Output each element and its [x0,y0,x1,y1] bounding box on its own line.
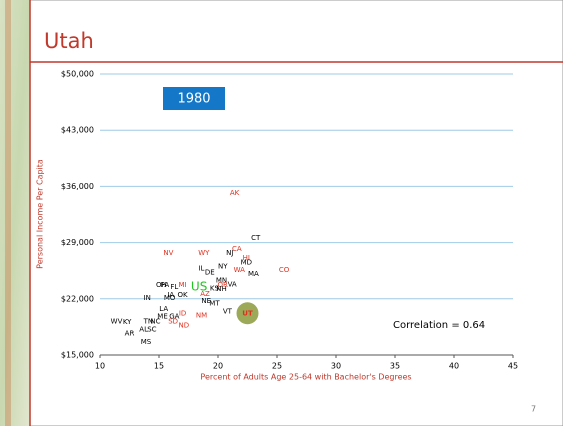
state-point: NE [201,297,211,305]
x-tick-label: 40 [449,362,459,371]
state-point: NM [196,312,207,320]
state-point: MA [248,270,259,278]
state-point: AK [230,189,240,197]
state-point: MN [216,276,227,284]
x-tick-label: 20 [213,362,223,371]
state-point: MI [179,281,187,289]
state-point: MD [241,259,252,267]
x-axis-label: Percent of Adults Age 25-64 with Bachelo… [200,373,411,382]
plot: $15,000 $22,000 $29,000 $36,000 $43,000 $50,0… [61,70,518,371]
state-point: HI [243,254,250,262]
highlight-circle [236,302,259,325]
state-point: GA [169,312,179,320]
state-point: AZ [200,290,210,298]
state-point: SD [168,317,178,325]
state-point: WV [111,317,123,325]
y-tick-label: $43,000 [61,126,94,135]
state-point: US [191,279,207,293]
x-tick-label: 35 [390,362,400,371]
year-label: 1980 [177,92,210,107]
y-tick-label: $15,000 [61,351,94,360]
state-point: OH [156,281,167,289]
slide-title: Utah [44,29,94,53]
state-point: ID [179,309,186,317]
state-point: ME [157,312,167,320]
state-point: PA [161,281,170,289]
state-point: SC [147,325,156,333]
state-point: OK [178,291,189,299]
state-point: IA [167,291,174,299]
state-point: DE [205,268,215,276]
state-point: ND [178,321,189,329]
y-tick-label: $50,000 [61,70,94,79]
x-tick-label: 30 [331,362,341,371]
x-tick-label: 15 [154,362,164,371]
state-point: FL [170,283,178,291]
state-point: KY [123,318,132,326]
map-strip [0,0,30,426]
state-point: VT [223,308,233,316]
state-point: CO [279,266,290,274]
state-point: AR [125,329,135,337]
map-strip-edge [5,0,11,426]
state-point: UT [242,309,253,317]
state-point: NJ [226,249,233,257]
state-point: WA [234,266,246,274]
state-point: OR [218,281,229,289]
state-point: WY [198,249,210,257]
state-point: NH [216,285,227,293]
state-point: MT [209,300,220,308]
state-point: AL [139,325,148,333]
state-point: NC [150,317,160,325]
year-box [163,87,225,110]
x-tick-label: 45 [508,362,518,371]
state-point: CT [251,234,261,242]
state-point: CA [232,245,242,253]
state-point: VA [228,280,237,288]
state-point: TN [143,317,154,325]
correlation-annotation: Correlation = 0.64 [393,320,485,331]
state-point: LA [159,305,168,313]
state-point: NV [163,249,173,257]
state-point: KS [210,284,220,292]
y-tick-label: $22,000 [61,294,94,303]
state-point: MS [141,338,152,346]
y-tick-label: $29,000 [61,238,94,247]
x-tick-label: 10 [95,362,105,371]
x-tick-label: 25 [272,362,282,371]
page-number: 7 [531,405,536,414]
y-axis-label: Personal Income Per Capita [36,159,45,269]
state-point: MO [164,294,176,302]
state-point: NY [218,263,228,271]
state-point: IL [198,264,204,272]
state-point: IN [144,294,151,302]
y-tick-label: $36,000 [61,182,94,191]
